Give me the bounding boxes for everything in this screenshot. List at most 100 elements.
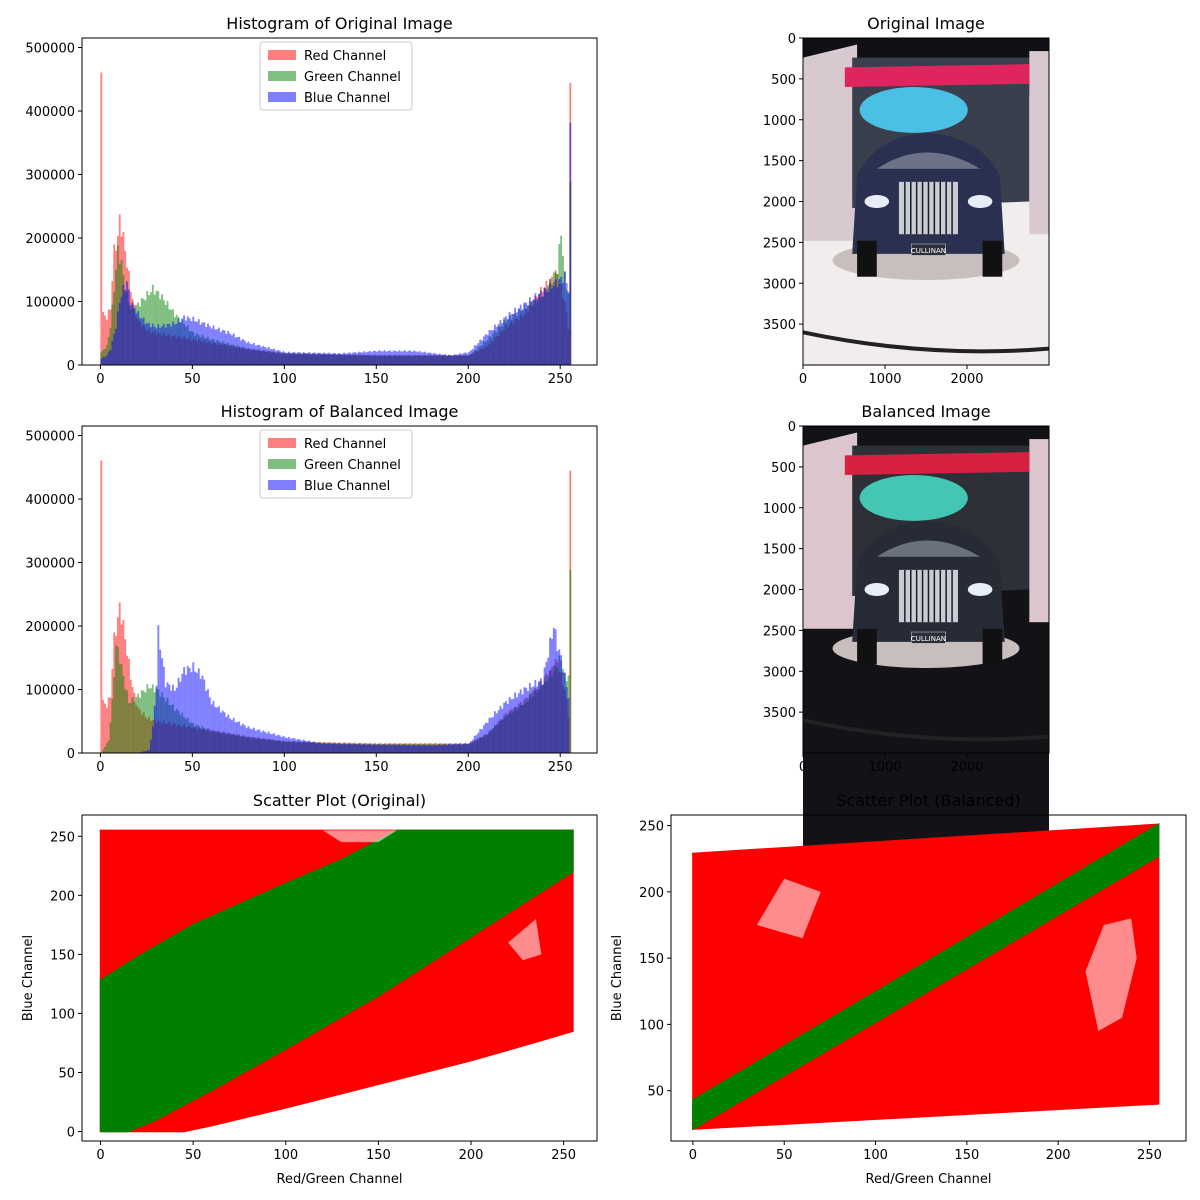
histogram-bar [416,352,419,365]
photo-plate-text: CULLINAN [911,635,946,643]
histogram-bar [214,329,217,365]
histogram-bar [113,292,116,365]
histogram-bar [517,693,520,753]
histogram-bar [137,693,140,753]
histogram-bar [569,569,572,753]
histogram-bar [155,328,158,365]
histogram-bar [414,745,417,753]
histogram-bar [460,354,463,365]
histogram-bar [173,690,176,753]
histogram-bar [267,731,270,753]
histogram-bar [293,738,296,753]
histogram-bar [304,352,307,365]
photo-wheel-right [982,628,1003,665]
histogram-bar [567,291,570,365]
histogram-bar [299,352,301,365]
histogram-bar [308,740,311,753]
histogram-bar [405,745,408,753]
histogram-bar [367,744,369,753]
histogram-bar [560,655,563,753]
histogram-bar [166,323,169,365]
histogram-bar [129,305,132,365]
histogram-bar [297,738,300,753]
histogram-bar [322,742,325,753]
histogram-bar [455,744,458,753]
y-tick-label: 50 [58,1066,75,1081]
histogram-bar [170,690,173,753]
histogram-bar [505,701,507,753]
histogram-bar [164,687,167,753]
y-tick-label: 100000 [25,684,75,699]
x-tick-label: 150 [364,372,389,387]
histogram-bar [398,744,401,753]
histogram-bar [365,744,368,753]
histogram-bar [240,725,243,753]
histogram-bar [482,725,485,753]
histogram-bar [230,335,233,365]
x-tick-label: 0 [96,1148,104,1163]
histogram-bar [295,353,298,365]
photo-right-wall [1029,51,1049,235]
y-tick-label: 400000 [25,493,75,508]
histogram-bar [175,687,178,753]
legend-swatch [268,92,296,102]
histogram-bar [185,674,187,753]
histogram-bar [289,352,292,365]
y-tick-label: 200 [639,886,664,901]
histogram-bar [251,729,254,753]
y-tick-label: 3500 [763,706,796,721]
y-tick-label: 200000 [25,232,75,247]
scatter-sparse-area [508,918,542,961]
histogram-bar [278,350,281,365]
histogram-bar [512,698,515,753]
histogram-bar [199,324,202,365]
histogram-bar [420,745,423,753]
x-tick-label: 200 [456,760,481,775]
histogram-bar [271,349,274,365]
histogram-bar [335,354,338,365]
histogram-bar [201,675,204,753]
histogram-bar [486,335,489,365]
photo-windshield [876,152,981,169]
histogram-bar [188,318,191,365]
x-tick-label: 150 [366,1148,391,1163]
histogram-bar [424,351,426,365]
histogram-bar [181,318,184,365]
histogram-bar [470,741,472,753]
histogram-bar [444,354,447,365]
histogram-bar [264,731,266,753]
histogram-bar [402,351,404,365]
histogram-bar [242,723,244,753]
histogram-bar [440,745,443,753]
y-tick-label: 2000 [763,196,796,211]
histogram-bar [236,721,239,753]
histogram-bar [479,728,482,753]
histogram-bar [495,326,498,365]
histogram-bar [387,350,390,365]
histogram-bar [302,739,305,753]
histogram-bar [159,327,162,365]
x-tick-label: 1000 [868,760,901,775]
histogram-bar [254,345,257,365]
x-tick-label: 100 [272,372,297,387]
histogram-bar [387,744,390,753]
histogram-bar [459,353,461,365]
histogram-bar [197,319,200,365]
histogram-bar [427,352,430,365]
y-tick-label: 0 [67,1126,75,1141]
histogram-bar [400,745,403,753]
histogram-bar [536,299,539,365]
histogram-bar [414,351,417,365]
histogram-bar [330,744,333,753]
histogram-bar [379,351,382,365]
histogram-bar [306,353,309,365]
histogram-bar [102,700,105,753]
histogram-bar [227,330,230,365]
histogram-bar [150,739,152,753]
histogram-bar [348,743,351,753]
histogram-bar [105,355,108,365]
histogram-bar [444,744,447,753]
histogram-bar [460,744,463,753]
histogram-bar [345,353,347,365]
y-tick-label: 500000 [25,430,75,445]
